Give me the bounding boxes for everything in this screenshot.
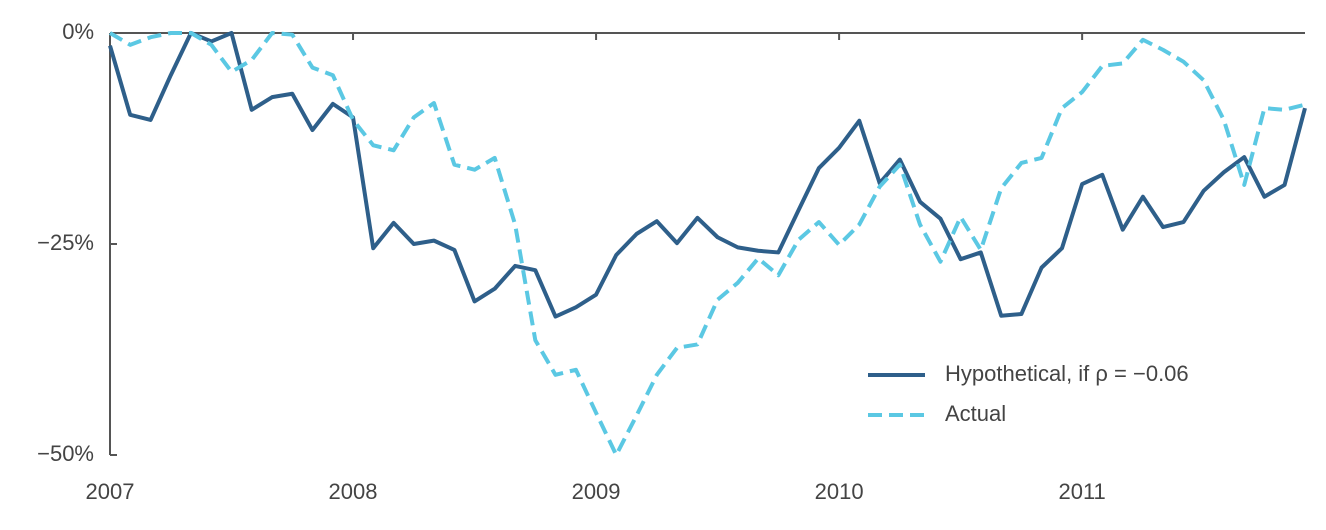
y-tick-label: −25% bbox=[37, 230, 94, 255]
y-tick-label: −50% bbox=[37, 441, 94, 466]
x-tick-label: 2009 bbox=[572, 479, 621, 504]
x-tick-label: 2008 bbox=[329, 479, 378, 504]
x-tick-label: 2011 bbox=[1058, 479, 1105, 504]
legend-label: Actual bbox=[945, 401, 1006, 426]
series-line bbox=[108, 31, 1307, 319]
x-tick-label: 2007 bbox=[86, 479, 135, 504]
legend-label: Hypothetical, if ρ = −0.06 bbox=[945, 361, 1189, 386]
y-tick-label: 0% bbox=[62, 19, 94, 44]
series-line bbox=[108, 31, 1306, 457]
x-tick-label: 2010 bbox=[815, 479, 864, 504]
